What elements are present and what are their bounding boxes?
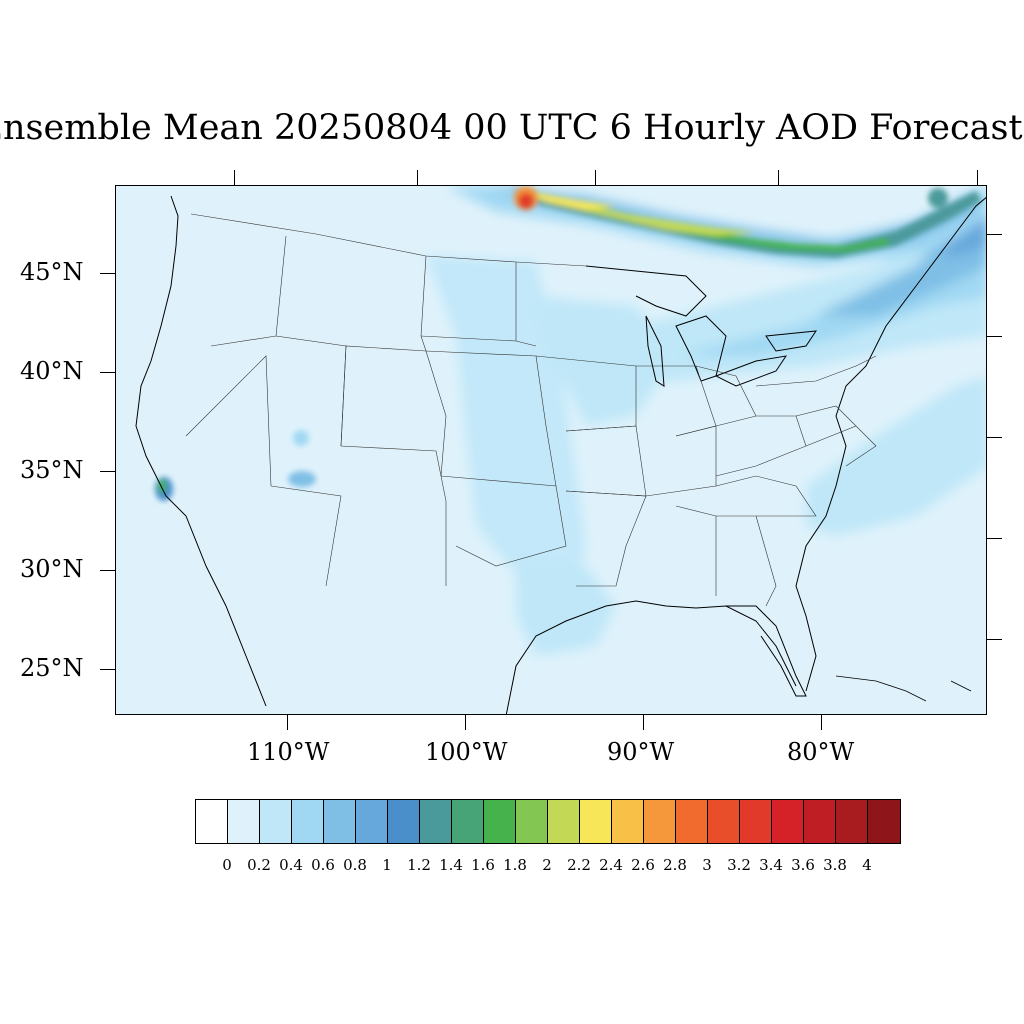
colorbar-label: 2.6: [631, 856, 655, 874]
colorbar-label: 3.2: [727, 856, 751, 874]
lat-label-25: 25°N: [20, 654, 84, 682]
right-tick: [987, 639, 1002, 640]
top-tick: [234, 170, 235, 185]
lon-label-100w: 100°W: [425, 738, 508, 766]
aod-map: [115, 185, 987, 715]
lat-label-30: 30°N: [20, 555, 84, 583]
lat-label-45: 45°N: [20, 258, 84, 286]
lat-label-40: 40°N: [20, 357, 84, 385]
lon-label-110w: 110°W: [247, 738, 330, 766]
colorbar-label: 3: [702, 856, 712, 874]
colorbar-swatch: [644, 800, 676, 843]
left-tick: [100, 372, 115, 373]
colorbar-swatch: [324, 800, 356, 843]
left-tick: [100, 669, 115, 670]
bottom-tick: [821, 715, 822, 730]
colorbar-label: 1.2: [407, 856, 431, 874]
colorbar-swatch: [452, 800, 484, 843]
bottom-tick: [643, 715, 644, 730]
colorbar-label: 1: [382, 856, 392, 874]
colorbar-label: 3.4: [759, 856, 783, 874]
colorbar-label: 2: [542, 856, 552, 874]
right-tick: [987, 437, 1002, 438]
top-tick: [595, 170, 596, 185]
lat-label-35: 35°N: [20, 456, 84, 484]
colorbar-swatch: [676, 800, 708, 843]
right-tick: [987, 234, 1002, 235]
left-tick: [100, 471, 115, 472]
smoke-plume-core: [511, 186, 981, 258]
colorbar-swatch: [196, 800, 228, 843]
colorbar-label: 1.4: [439, 856, 463, 874]
colorbar-label: 4: [862, 856, 872, 874]
colorbar-swatch: [260, 800, 292, 843]
bottom-tick: [465, 715, 466, 730]
top-tick: [417, 170, 418, 185]
colorbar-label: 0.4: [279, 856, 303, 874]
coastlines: [135, 195, 986, 714]
colorbar-label: 0.8: [343, 856, 367, 874]
colorbar-label: 1.6: [471, 856, 495, 874]
colorbar-swatch: [836, 800, 868, 843]
colorbar-label: 0: [222, 856, 232, 874]
colorbar-swatch: [292, 800, 324, 843]
colorbar-swatch: [516, 800, 548, 843]
colorbar-label: 3.8: [823, 856, 847, 874]
left-tick: [100, 273, 115, 274]
colorbar-swatch: [868, 800, 900, 843]
colorbar-swatch: [420, 800, 452, 843]
cuba-islands: [835, 675, 972, 702]
right-tick: [987, 336, 1002, 337]
colorbar-label: 2.4: [599, 856, 623, 874]
lon-label-90w: 90°W: [607, 738, 675, 766]
top-tick: [977, 170, 978, 185]
left-tick: [100, 570, 115, 571]
colorbar-swatch: [804, 800, 836, 843]
colorbar-swatch: [612, 800, 644, 843]
colorbar-label: 1.8: [503, 856, 527, 874]
colorbar-label: 2.2: [567, 856, 591, 874]
bottom-tick: [287, 715, 288, 730]
colorbar-swatch: [772, 800, 804, 843]
colorbar-swatch: [228, 800, 260, 843]
colorbar-swatch: [740, 800, 772, 843]
top-tick: [778, 170, 779, 185]
colorbar-swatch: [708, 800, 740, 843]
colorbar-swatch: [356, 800, 388, 843]
colorbar-label: 0.6: [311, 856, 335, 874]
right-tick: [987, 538, 1002, 539]
state-borders: [185, 213, 877, 607]
aod-colorbar: [195, 799, 901, 844]
colorbar-swatch: [548, 800, 580, 843]
map-title: Ensemble Mean 20250804 00 UTC 6 Hourly A…: [0, 108, 1023, 148]
colorbar-label: 0.2: [247, 856, 271, 874]
aod-field: [116, 186, 986, 714]
colorbar-swatch: [388, 800, 420, 843]
lon-label-80w: 80°W: [787, 738, 855, 766]
colorbar-label: 3.6: [791, 856, 815, 874]
colorbar-swatch: [484, 800, 516, 843]
colorbar-swatch: [580, 800, 612, 843]
colorbar-label: 2.8: [663, 856, 687, 874]
